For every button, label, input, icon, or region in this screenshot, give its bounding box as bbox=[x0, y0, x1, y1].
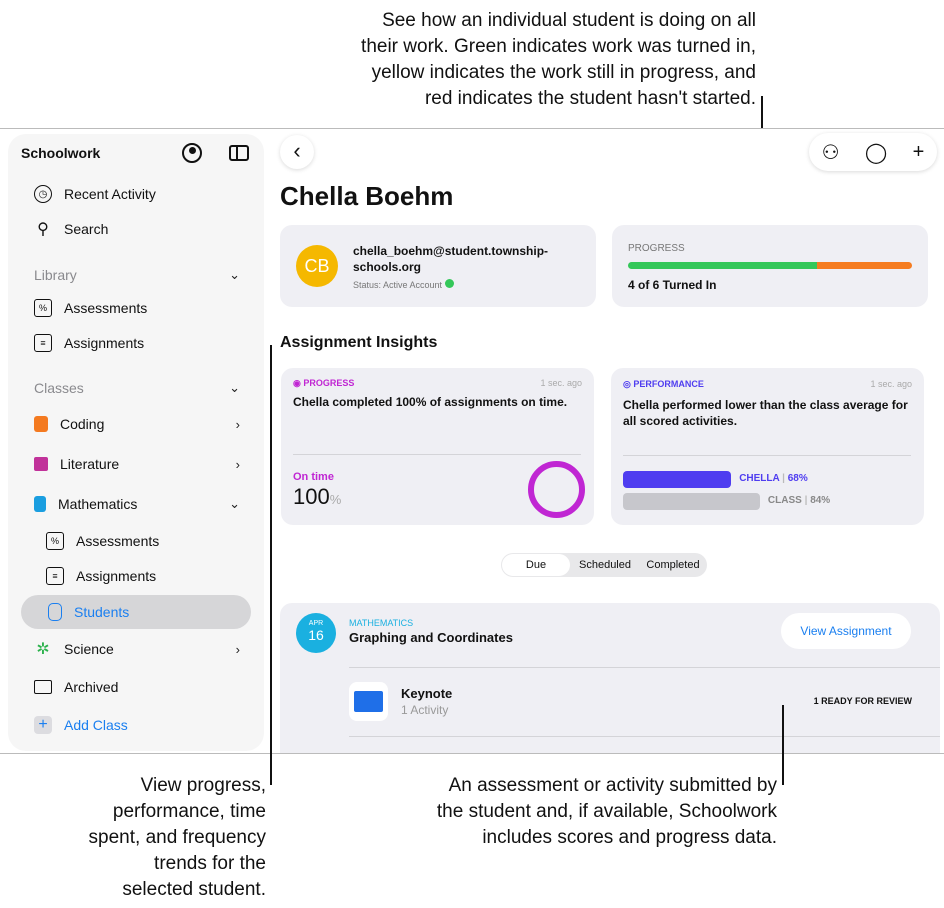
callout-line bbox=[270, 345, 272, 785]
folder-icon bbox=[354, 691, 383, 712]
app-window: Schoolwork ◷ Recent Activity ⚲ Search Libr… bbox=[0, 128, 944, 754]
app-title: Schoolwork bbox=[21, 145, 101, 161]
assignment-card: APR 16 MATHEMATICS Graphing and Coordinat… bbox=[280, 603, 940, 753]
insights-heading: Assignment Insights bbox=[280, 334, 438, 351]
section-library[interactable]: Library ⌄ bbox=[34, 267, 240, 283]
sidebar-item-students[interactable]: Students bbox=[21, 595, 251, 629]
progress-turned-in bbox=[628, 262, 818, 269]
add-class-button[interactable]: + Add Class bbox=[34, 713, 128, 737]
gauge-icon: ◎ bbox=[623, 379, 631, 389]
sidebar-item-assessments[interactable]: % Assessments bbox=[34, 296, 147, 320]
sidebar-item-math-assessments[interactable]: % Assessments bbox=[46, 529, 159, 553]
chevron-right-icon: › bbox=[235, 416, 240, 432]
page-title: Chella Boehm bbox=[280, 181, 454, 211]
performance-insight-card[interactable]: ◎ PERFORMANCE 1 sec. ago Chella performe… bbox=[611, 368, 924, 525]
divider bbox=[349, 667, 940, 668]
divider bbox=[623, 455, 911, 456]
divider bbox=[349, 736, 940, 737]
progress-icon: ◉ bbox=[293, 378, 301, 388]
sidebar-toggle-icon[interactable] bbox=[229, 145, 249, 161]
chevron-right-icon: › bbox=[235, 456, 240, 472]
progress-card: PROGRESS 4 of 6 Turned In bbox=[612, 225, 928, 307]
student-info-card: CB chella_boehm@student.township-schools… bbox=[280, 225, 596, 307]
sidebar-item-archived[interactable]: Archived bbox=[34, 675, 118, 699]
checkmark-icon bbox=[444, 279, 454, 288]
on-time-ring bbox=[528, 461, 585, 518]
callout-bottom-left: View progress, performance, time spent, an… bbox=[88, 775, 266, 900]
calculator-icon bbox=[34, 496, 46, 512]
due-date-badge: APR 16 bbox=[296, 613, 336, 653]
account-status: Status: Active Account bbox=[353, 279, 454, 290]
callout-bottom-right: An assessment or activity submitted by th… bbox=[436, 775, 777, 848]
document-icon: ≡ bbox=[46, 567, 64, 585]
status-segmented-control: Due Scheduled Completed bbox=[501, 553, 707, 577]
toolbar: ⚇ ◯ + bbox=[809, 133, 937, 171]
class-score-bar bbox=[623, 493, 760, 510]
backpack-icon bbox=[48, 603, 62, 621]
avatar: CB bbox=[296, 245, 338, 287]
sidebar-item-assignments[interactable]: ≡ Assignments bbox=[34, 331, 144, 355]
student-score-bar bbox=[623, 471, 732, 488]
account-icon[interactable] bbox=[182, 143, 202, 163]
coding-class-icon bbox=[34, 416, 48, 432]
percent-doc-icon: % bbox=[46, 532, 64, 550]
sidebar-item-science[interactable]: ✲ Science › bbox=[34, 637, 240, 661]
chevron-right-icon: › bbox=[235, 641, 240, 657]
progress-remaining bbox=[817, 262, 912, 269]
progress-insight-card[interactable]: ◉ PROGRESS 1 sec. ago Chella completed 1… bbox=[281, 368, 594, 525]
search-icon: ⚲ bbox=[37, 221, 49, 238]
sidebar-item-recent-activity[interactable]: ◷ Recent Activity bbox=[34, 182, 156, 206]
plus-icon: + bbox=[34, 716, 52, 734]
sidebar-item-literature[interactable]: Literature › bbox=[34, 452, 240, 476]
plus-icon[interactable]: + bbox=[912, 140, 925, 163]
science-icon: ✲ bbox=[36, 641, 50, 658]
clock-icon: ◷ bbox=[34, 185, 52, 203]
divider bbox=[293, 454, 581, 455]
callout-line bbox=[782, 705, 784, 785]
sidebar-item-coding[interactable]: Coding › bbox=[34, 412, 240, 436]
chevron-left-icon: ‹ bbox=[293, 138, 301, 163]
archive-icon bbox=[34, 680, 52, 694]
percent-doc-icon: % bbox=[34, 299, 52, 317]
callout-top: See how an individual student is doing o… bbox=[361, 10, 756, 109]
section-classes[interactable]: Classes ⌄ bbox=[34, 380, 240, 396]
back-button[interactable]: ‹ bbox=[280, 135, 314, 169]
sidebar-item-mathematics[interactable]: Mathematics ⌄ bbox=[34, 492, 240, 516]
message-icon[interactable]: ◯ bbox=[864, 141, 888, 164]
chevron-down-icon: ⌄ bbox=[229, 380, 240, 395]
tab-completed[interactable]: Completed bbox=[646, 559, 700, 571]
sidebar-item-math-assignments[interactable]: ≡ Assignments bbox=[46, 564, 156, 588]
view-assignment-button[interactable]: View Assignment bbox=[781, 613, 911, 649]
document-icon: ≡ bbox=[34, 334, 52, 352]
student-email: chella_boehm@student.township-schools.or… bbox=[353, 244, 549, 274]
person-settings-icon[interactable]: ⚇ bbox=[821, 141, 840, 164]
sidebar: Schoolwork ◷ Recent Activity ⚲ Search Libr… bbox=[8, 134, 264, 751]
tab-scheduled[interactable]: Scheduled bbox=[579, 559, 631, 571]
chevron-down-icon: ⌄ bbox=[229, 496, 240, 511]
chevron-down-icon: ⌄ bbox=[229, 267, 240, 282]
keynote-app-icon bbox=[349, 682, 388, 721]
review-status: 1 READY FOR REVIEW bbox=[813, 696, 912, 706]
books-icon bbox=[34, 457, 48, 471]
tab-due[interactable]: Due bbox=[502, 554, 570, 576]
sidebar-item-search[interactable]: ⚲ Search bbox=[34, 217, 108, 241]
progress-bar bbox=[628, 262, 912, 269]
